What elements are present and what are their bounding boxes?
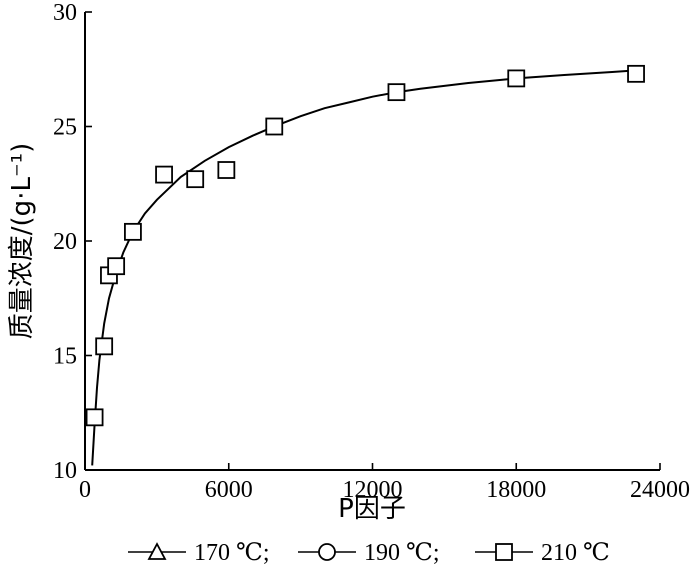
data-point-square: [107, 257, 126, 276]
y-tick-label: 25: [53, 115, 77, 141]
data-point-square: [124, 222, 142, 241]
x-tick-label: 12000: [343, 477, 403, 503]
data-point-square: [85, 408, 104, 427]
x-ticks: 0 6000 12000 18000 24000: [79, 463, 690, 503]
legend-marker-square: [495, 543, 513, 561]
fit-curve-layer: [91, 69, 637, 466]
marker-layer: [85, 64, 645, 427]
y-tick-label: 15: [53, 344, 77, 370]
y-tick-label: 30: [53, 0, 77, 26]
data-point-square: [627, 64, 645, 83]
data-point-square: [186, 170, 205, 189]
legend-label: 170 ℃;: [194, 540, 270, 566]
legend: 170 ℃; 190 ℃; 210 ℃: [128, 540, 610, 566]
y-tick-label: 20: [53, 229, 77, 255]
axes: [84, 12, 660, 471]
y-ticks: 10 15 20 25 30: [53, 0, 92, 484]
x-tick-label: 18000: [486, 477, 546, 503]
data-point-square: [387, 83, 406, 102]
x-axis-title: P因子: [338, 494, 406, 524]
data-point-square: [265, 117, 284, 136]
legend-label: 210 ℃: [541, 540, 610, 566]
legend-marker-triangle: [147, 542, 167, 560]
y-axis-title: 质量浓度/(g·L⁻¹): [7, 143, 37, 339]
x-tick-label: 0: [79, 477, 91, 503]
legend-marker-circle: [318, 543, 336, 561]
fit-curve: [91, 69, 637, 466]
x-tick-label: 6000: [205, 477, 253, 503]
legend-label: 190 ℃;: [364, 540, 440, 566]
data-point-square: [217, 161, 236, 179]
y-tick-label: 10: [53, 458, 77, 484]
x-tick-label: 24000: [630, 477, 690, 503]
data-point-square: [95, 337, 114, 356]
data-point-square: [507, 69, 526, 88]
data-point-square: [155, 165, 173, 184]
